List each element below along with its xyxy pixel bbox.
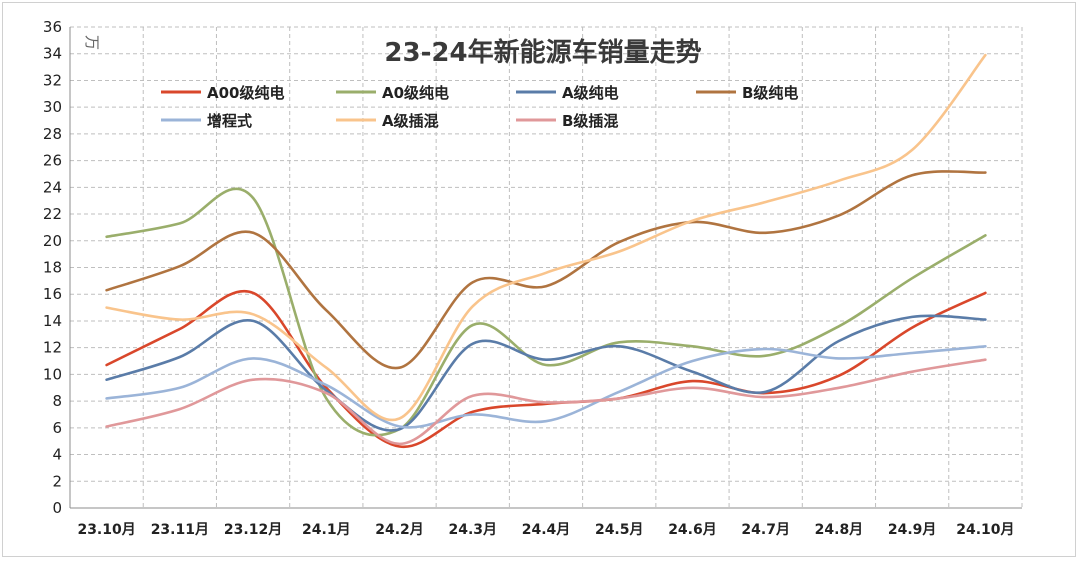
y-tick-label: 28 [43, 125, 62, 143]
y-tick-label: 2 [52, 472, 62, 490]
y-tick-label: 10 [43, 365, 62, 383]
y-tick-label: 8 [52, 392, 62, 410]
y-tick-label: 12 [43, 339, 62, 357]
unit-label: 万 [83, 35, 101, 50]
x-tick-label: 24.10月 [956, 522, 1014, 538]
x-tick-label: 23.12月 [224, 522, 282, 538]
x-tick-label: 24.1月 [302, 522, 351, 538]
x-tick-label: 24.2月 [375, 522, 424, 538]
y-tick-label: 34 [43, 45, 62, 63]
x-tick-label: 24.5月 [595, 522, 644, 538]
y-tick-label: 18 [43, 259, 62, 277]
x-tick-label: 24.4月 [522, 522, 571, 538]
chart-title: 23-24年新能源车销量走势 [384, 37, 701, 68]
legend-label: B级插混 [562, 112, 618, 130]
x-tick-label: 24.7月 [741, 522, 790, 538]
series-line-7 [105, 358, 987, 446]
legend-label: A级插混 [382, 112, 439, 130]
legend-label: A级纯电 [562, 84, 619, 102]
legend-label: 增程式 [207, 112, 252, 130]
y-tick-label: 30 [43, 98, 62, 116]
y-tick-label: 4 [52, 446, 62, 464]
x-tick-label: 24.9月 [888, 522, 937, 538]
legend-label: B级纯电 [742, 84, 798, 102]
y-tick-label: 6 [52, 419, 62, 437]
axes [69, 27, 1022, 509]
x-tick-label: 23.10月 [77, 522, 135, 538]
series-line-6 [105, 53, 987, 422]
legend-label: A00级纯电 [207, 84, 284, 102]
y-tick-label: 0 [52, 499, 62, 517]
x-tick-label: 24.6月 [668, 522, 717, 538]
series-line-3 [105, 314, 987, 432]
x-tick-label: 24.8月 [815, 522, 864, 538]
y-tick-label: 26 [43, 152, 62, 170]
series-lines [105, 53, 987, 448]
series-line-5 [105, 345, 987, 429]
y-tick-label: 16 [43, 285, 62, 303]
y-tick-label: 14 [43, 312, 62, 330]
x-tick-label: 23.11月 [151, 522, 209, 538]
y-tick-label: 36 [43, 18, 62, 36]
x-tick-label: 24.3月 [448, 522, 497, 538]
series-line-4 [105, 170, 987, 370]
series-line-1 [105, 289, 987, 448]
grid-lines [70, 26, 1023, 508]
y-tick-label: 20 [43, 232, 62, 250]
y-tick-label: 22 [43, 205, 62, 223]
series-line-2 [105, 187, 987, 437]
y-tick-label: 32 [43, 71, 62, 89]
x-axis-ticks: 23.10月 23.11月 23.12月 24.1月 24.2月 24.3月 24.4月 24… [77, 522, 1014, 538]
y-tick-label: 24 [43, 178, 62, 196]
legend-label: A0级纯电 [382, 84, 449, 102]
